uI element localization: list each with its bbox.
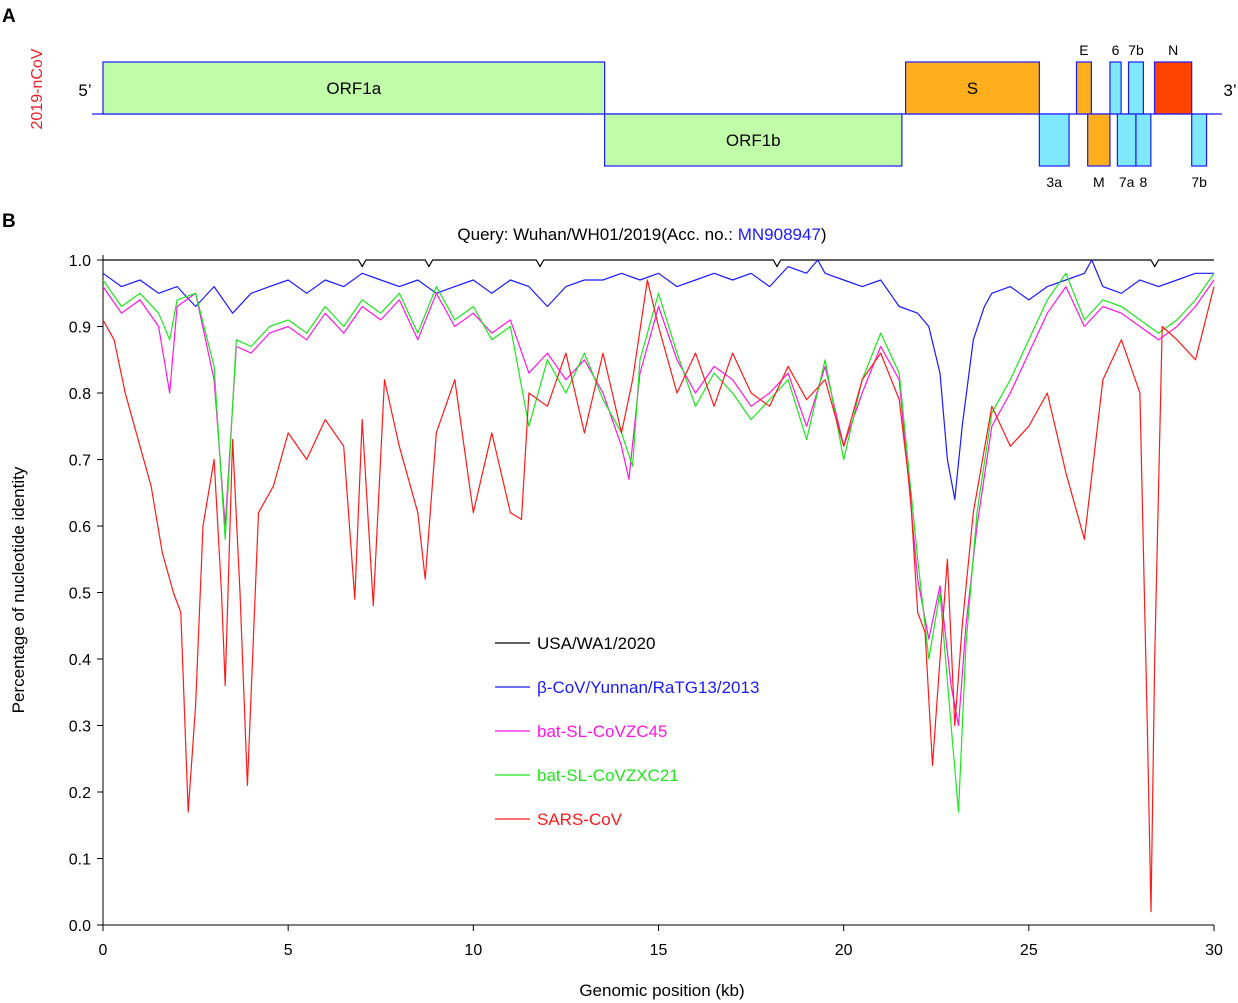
x-tick-label: 25 bbox=[1020, 942, 1038, 959]
three-prime-label: 3’ bbox=[1223, 81, 1236, 100]
gene-block-top-orf1a-0 bbox=[102, 61, 606, 115]
gene-block-bottom-7b-5 bbox=[1191, 113, 1208, 167]
x-tick-label: 0 bbox=[99, 942, 108, 959]
gene-block-top-n-5 bbox=[1153, 61, 1193, 115]
series-line-sars-cov bbox=[102, 279, 1215, 913]
x-tick-label: 20 bbox=[835, 942, 853, 959]
query-title: Query: Wuhan/WH01/2019(Acc. no.: MN90894… bbox=[457, 225, 826, 244]
panel-b-label: B bbox=[2, 211, 16, 232]
gene-block-top-e-2 bbox=[1075, 61, 1092, 115]
five-prime-label: 5’ bbox=[78, 81, 91, 100]
gene-block-bottom-m-2 bbox=[1087, 113, 1111, 167]
x-tick-label: 15 bbox=[650, 942, 668, 959]
x-tick-label: 10 bbox=[464, 942, 482, 959]
gene-block-top-7b-4 bbox=[1127, 61, 1145, 115]
y-tick-label: 0.5 bbox=[69, 586, 91, 603]
y-ticks: 0.0 0.1 0.2 0.3 0.4 0.5 0.6 0.7 0.8 0.9 1.0 bbox=[69, 253, 103, 935]
gene-label-bottom-3a-1: 3a bbox=[1046, 174, 1062, 190]
gene-label-bottom-7b-5: 7b bbox=[1191, 174, 1207, 190]
legend: USA/WA1/2020 β-CoV/Yunnan/RaTG13/2013 bat-… bbox=[495, 634, 759, 829]
y-tick-label: 0.4 bbox=[69, 652, 91, 669]
gene-label-bottom-7a-3: 7a bbox=[1119, 174, 1135, 190]
panel-a-label: A bbox=[2, 6, 16, 27]
y-tick-label: 0.1 bbox=[69, 852, 91, 869]
x-tick-label: 5 bbox=[284, 942, 293, 959]
y-tick-label: 0.2 bbox=[69, 785, 91, 802]
y-tick-label: 0.0 bbox=[69, 918, 91, 935]
y-tick-label: 0.8 bbox=[69, 386, 91, 403]
series-lines bbox=[102, 259, 1215, 913]
legend-label: bat-SL-CoVZXC21 bbox=[537, 766, 679, 785]
gene-label-top-n-5: N bbox=[1168, 42, 1178, 58]
legend-label: bat-SL-CoVZC45 bbox=[537, 722, 667, 741]
genome-label: 2019-nCoV bbox=[29, 48, 46, 129]
legend-label: β-CoV/Yunnan/RaTG13/2013 bbox=[537, 678, 759, 697]
gene-label-bottom-8-4: 8 bbox=[1140, 174, 1148, 190]
gene-label-top-7b-4: 7b bbox=[1128, 42, 1144, 58]
gene-blocks: ORF1a S E 6 7b N ORF1b 3a M 7a 8 7b bbox=[102, 42, 1208, 190]
legend-label: USA/WA1/2020 bbox=[537, 634, 655, 653]
query-suffix: ) bbox=[821, 225, 827, 244]
gene-block-bottom-8-4 bbox=[1135, 113, 1152, 167]
gene-label-top-e-2: E bbox=[1079, 42, 1088, 58]
gene-block-top-s-1 bbox=[904, 61, 1040, 115]
series-line-usa-wa1-2020 bbox=[103, 259, 1214, 268]
identity-plot: B Query: Wuhan/WH01/2019(Acc. no.: MN908… bbox=[2, 211, 1223, 1000]
gene-block-bottom-orf1b-0 bbox=[604, 113, 903, 167]
series-line-bat-sl-covzxc21 bbox=[102, 272, 1215, 813]
query-accession: MN908947 bbox=[738, 225, 821, 244]
series-line-bat-sl-covzc45 bbox=[102, 279, 1215, 727]
y-tick-label: 0.6 bbox=[69, 519, 91, 536]
y-tick-label: 0.7 bbox=[69, 453, 91, 470]
y-tick-label: 1.0 bbox=[69, 253, 91, 270]
y-axis-label: Percentage of nucleotide identity bbox=[9, 466, 28, 713]
query-prefix: Query: Wuhan/WH01/2019(Acc. no.: bbox=[457, 225, 737, 244]
gene-block-bottom-3a-1 bbox=[1038, 113, 1070, 167]
gene-label-bottom-m-2: M bbox=[1093, 174, 1105, 190]
gene-block-bottom-7a-3 bbox=[1116, 113, 1137, 167]
gene-label-top-orf1a-0: ORF1a bbox=[326, 79, 381, 98]
gene-block-top-6-3 bbox=[1109, 61, 1122, 115]
gene-label-top-s-1: S bbox=[967, 79, 978, 98]
series-line-cov-yunnan-ratg13-2013 bbox=[102, 259, 1214, 500]
x-axis-label: Genomic position (kb) bbox=[579, 981, 744, 1000]
y-tick-label: 0.3 bbox=[69, 719, 91, 736]
gene-label-bottom-orf1b-0: ORF1b bbox=[726, 131, 781, 150]
genome-map: A 2019-nCoV 5’ 3’ ORF1a S E 6 7b N ORF1b 3a M 7a 8… bbox=[2, 6, 1237, 190]
x-ticks: 0 5 10 15 20 25 30 bbox=[99, 925, 1223, 959]
y-tick-label: 0.9 bbox=[69, 320, 91, 337]
legend-label: SARS-CoV bbox=[537, 810, 623, 829]
x-tick-label: 30 bbox=[1205, 942, 1223, 959]
gene-label-top-6-3: 6 bbox=[1112, 42, 1120, 58]
